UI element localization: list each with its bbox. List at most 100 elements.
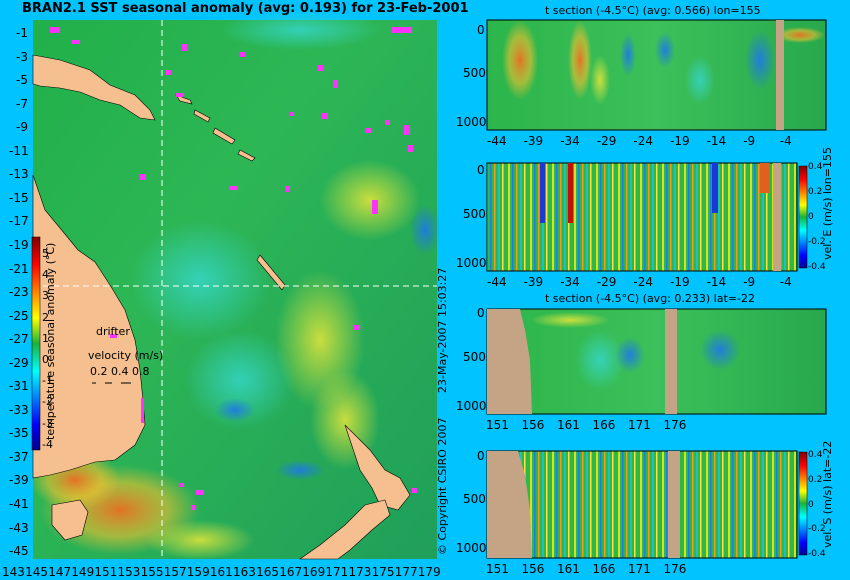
lat-tick-label: -1	[16, 26, 28, 40]
panel-colorbar-tick-label: -0.4	[808, 549, 826, 559]
colorbar-tick-label: 1	[42, 331, 49, 345]
panel-y-tick-label: 500	[463, 492, 486, 506]
lat-tick-label: -17	[9, 214, 29, 229]
colorbar-tick-label: 5	[42, 247, 49, 260]
lat-tick-label: -27	[9, 332, 29, 347]
colorbar-tick-label: 4	[42, 268, 49, 282]
lat-tick-label: -33	[9, 402, 29, 417]
lat-tick-label: -3	[16, 49, 28, 64]
panel-x-tick-label: -24	[633, 134, 653, 148]
lat-tick-label: -37	[9, 449, 29, 464]
panel-colorbar-tick-label: 0.2	[808, 474, 823, 485]
panel-x-tick-label: 161	[557, 418, 580, 432]
map-title: BRAN2.1 SST seasonal anomaly (avg: 0.193…	[22, 1, 469, 16]
lat-tick-label: -15	[9, 190, 29, 205]
panel-x-tick-label: -39	[523, 275, 544, 289]
lat-tick-label: -43	[9, 520, 29, 535]
colorbar-tick-label: 0	[42, 353, 49, 366]
lat-tick-label: -41	[9, 497, 29, 511]
lon-tick-label: 151	[94, 565, 118, 579]
panel-x-tick-label: -29	[596, 275, 617, 289]
lon-tick-label: 147	[48, 565, 72, 579]
panel-colorbar-tick-label: -0.4	[808, 262, 826, 272]
map-colorbar	[31, 236, 41, 451]
lon-tick-label: 177	[394, 565, 418, 579]
panel-x-tick-label: 166	[592, 562, 616, 576]
lat-tick-label: -21	[9, 261, 29, 276]
panel-y-tick-label: 0	[477, 163, 485, 177]
panel-y-tick-label: 500	[463, 207, 486, 221]
panel-x-tick-label: 156	[521, 418, 545, 432]
lon-tick-label: 149	[71, 565, 95, 579]
panel-x-tick-label: -44	[487, 134, 507, 148]
panel-x-tick-label: -39	[523, 134, 544, 148]
velocity-scale-label: 0.2 0.4 0.8	[90, 365, 150, 378]
panel-x-tick-label: -34	[560, 134, 580, 148]
lat-tick-label: -23	[9, 285, 29, 300]
panel3-title: t section (-4.5°C) (avg: 0.233) lat=-22	[545, 292, 755, 305]
panel-colorbar-tick-label: -0.2	[808, 524, 826, 535]
lat-tick-label: -31	[9, 379, 29, 394]
panel-x-tick-label: -19	[670, 275, 690, 289]
panel-x-tick-label: 156	[521, 562, 545, 576]
section-panel-4	[486, 450, 808, 559]
panel-colorbar-tick-label: 0.4	[808, 162, 823, 172]
panel-x-tick-label: -34	[560, 275, 580, 289]
panel-x-tick-label: -29	[596, 134, 617, 148]
lon-tick-label: 155	[140, 565, 164, 579]
panel-colorbar-tick-label: -0.2	[808, 237, 826, 247]
lon-tick-label: 143	[2, 565, 25, 579]
panel-y-tick-label: 0	[477, 23, 485, 37]
panel2-colorbar-label: vel. E (m/s) lon=155	[821, 147, 834, 260]
sst-map	[30, 10, 440, 560]
lat-tick-label: -11	[9, 143, 29, 158]
panel-y-tick-label: 1000	[456, 399, 487, 413]
lon-tick-label: 171	[325, 565, 349, 579]
section-panel-3	[486, 308, 827, 415]
panel-colorbar-tick-label: 0	[808, 212, 814, 222]
panel-x-tick-label: 166	[592, 418, 616, 432]
panel-x-tick-label: 151	[486, 562, 509, 576]
panel-x-tick-label: 161	[557, 562, 580, 576]
panel-y-tick-label: 500	[463, 350, 486, 364]
panel-x-tick-label: -4	[779, 275, 792, 289]
lat-tick-label: -45	[9, 544, 29, 559]
lon-tick-label: 145	[25, 565, 48, 579]
panel-y-tick-label: 0	[477, 306, 485, 320]
lat-tick-label: -35	[9, 426, 29, 441]
copyright-label: © Copyright CSIRO 2007	[436, 417, 449, 555]
section-panel-1	[486, 19, 827, 131]
colorbar-tick-label: -2	[42, 395, 53, 409]
lon-tick-label: 175	[371, 565, 395, 579]
panel-colorbar-tick-label: 0	[808, 499, 814, 510]
panel4-colorbar-label: vel. S (m/s) lat=-22	[821, 440, 834, 548]
lat-tick-label: -5	[16, 73, 28, 88]
colorbar-tick-label: -4	[42, 437, 53, 451]
colorbar-tick-label: -1	[42, 374, 53, 388]
colorbar-tick-label: 2	[42, 310, 49, 324]
lat-tick-label: -39	[9, 473, 29, 488]
panel-y-tick-label: 0	[477, 449, 485, 463]
colorbar-tick-label: -3	[42, 416, 53, 430]
lat-tick-label: -13	[9, 167, 29, 182]
lon-tick-label: 173	[348, 565, 372, 579]
lon-tick-label: 159	[186, 565, 210, 579]
section-panel-2	[486, 162, 808, 272]
panel-x-tick-label: 171	[628, 562, 651, 576]
lon-tick-label: 161	[209, 565, 233, 579]
lat-tick-label: -19	[9, 237, 29, 252]
panel-y-tick-label: 1000	[456, 115, 487, 129]
lon-tick-label: 157	[163, 565, 187, 579]
lon-tick-label: 153	[117, 565, 141, 579]
velocity-label: velocity (m/s)	[88, 349, 164, 362]
lat-tick-label: -25	[9, 308, 29, 323]
drifter-label: drifter	[96, 325, 130, 338]
lat-tick-label: -7	[16, 96, 28, 111]
panel-x-tick-label: -14	[706, 134, 727, 148]
panel-y-tick-label: 500	[463, 66, 486, 80]
panel-x-tick-label: -9	[743, 134, 756, 148]
panel-colorbar-tick-label: 0.4	[808, 450, 823, 460]
panel-x-tick-label: 176	[663, 562, 687, 576]
panel-x-tick-label: -9	[743, 275, 756, 289]
